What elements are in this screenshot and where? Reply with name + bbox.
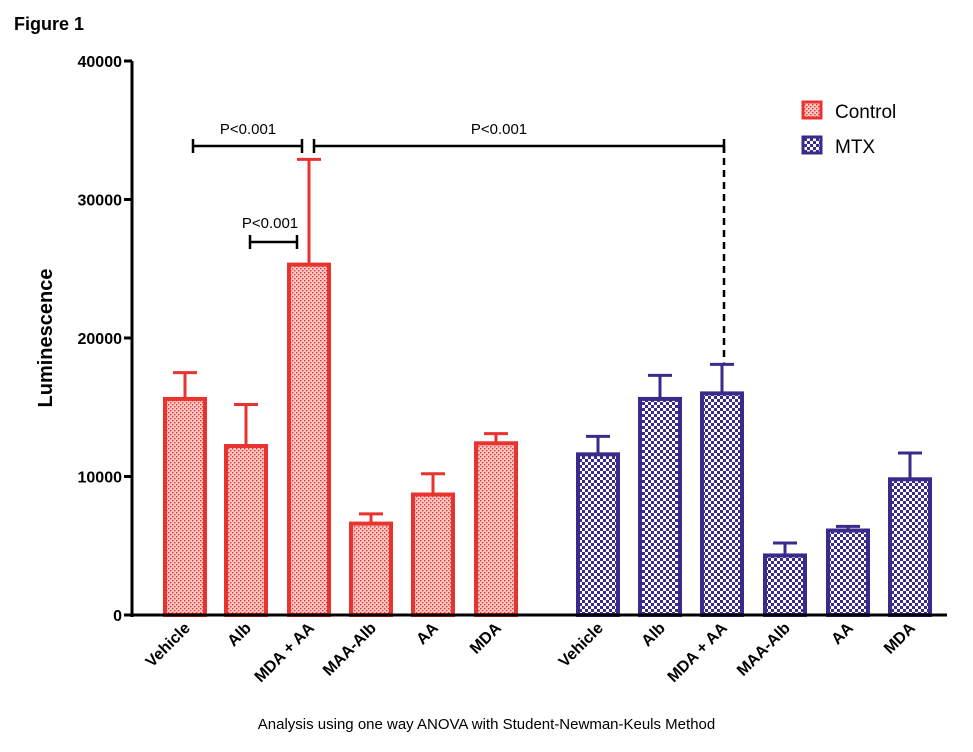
x-tick-label: MDA (881, 619, 919, 657)
x-tick-label: MDA + AA (665, 619, 731, 685)
bar-mtx-maa-alb (763, 553, 807, 618)
legend: Control MTX (801, 100, 896, 158)
x-tick-label: Vehicle (143, 620, 194, 671)
x-tick-label: MAA-Alb (320, 620, 380, 680)
y-tick-label: 30000 (78, 193, 123, 210)
bars-group (163, 157, 932, 618)
bar-mtx-aa (826, 528, 870, 618)
y-tick-label: 10000 (78, 470, 123, 487)
bar-control-maa-alb (349, 521, 393, 618)
y-axis: 0 10000 20000 30000 40000 (78, 54, 134, 625)
bar-control-mda (474, 441, 518, 618)
caption: Analysis using one way ANOVA with Studen… (257, 716, 716, 733)
bar-control-mda-aa (287, 262, 331, 617)
y-tick-label: 40000 (78, 54, 123, 71)
x-tick-label: MAA-Alb (734, 620, 794, 680)
x-tick-label: MDA + AA (252, 619, 318, 685)
legend-label-mtx: MTX (835, 137, 875, 158)
bar-mtx-mda-aa (700, 391, 744, 617)
bar-mtx-alb (638, 396, 682, 617)
y-tick-label: 20000 (78, 331, 123, 348)
legend-swatch-mtx (801, 135, 823, 155)
significance-annotations: P<0.001 P<0.001 P<0.001 (191, 121, 726, 363)
bar-control-vehicle (163, 396, 207, 617)
x-tick-label: MDA (467, 619, 505, 657)
legend-swatch-control (801, 100, 823, 120)
x-tick-label: Alb (639, 620, 669, 650)
x-tick-label: AA (828, 619, 857, 648)
y-axis-label: Luminescence (35, 269, 57, 408)
x-tick-label: Vehicle (556, 620, 607, 671)
x-tick-label: AA (413, 619, 442, 648)
p-value-label: P<0.001 (242, 215, 298, 232)
bar-mtx-mda (888, 477, 932, 617)
p-value-label: P<0.001 (471, 121, 527, 138)
bar-control-alb (224, 444, 268, 617)
p-value-label: P<0.001 (220, 121, 276, 138)
y-tick-label: 0 (113, 608, 122, 625)
bar-control-aa (411, 492, 455, 618)
x-tick-label: Alb (225, 620, 255, 650)
figure-label: Figure 1 (14, 14, 85, 34)
legend-label-control: Control (835, 102, 896, 123)
bar-mtx-vehicle (576, 452, 620, 617)
